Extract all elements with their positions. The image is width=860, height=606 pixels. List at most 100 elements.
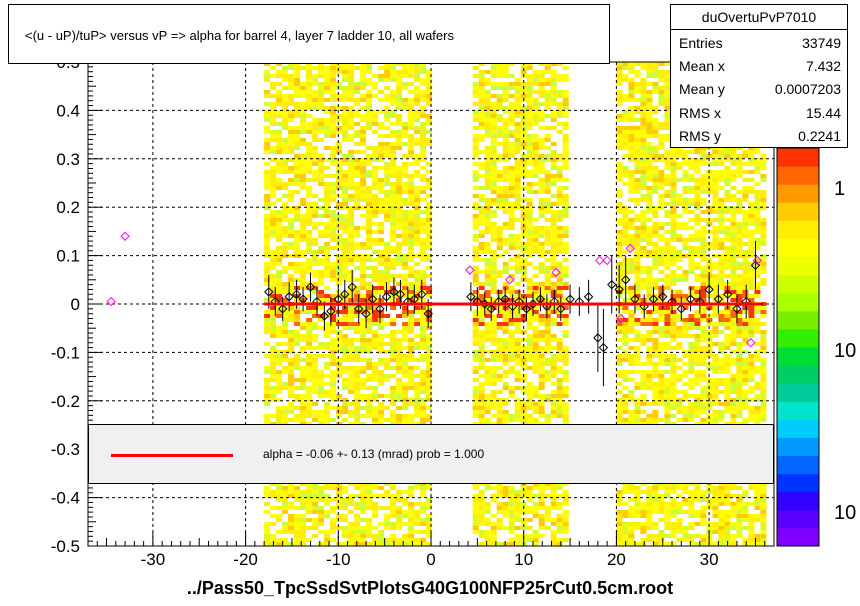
density-cell	[414, 322, 421, 326]
density-cell	[532, 310, 539, 314]
density-cell	[384, 290, 391, 294]
density-cell	[348, 382, 355, 386]
density-cell	[324, 270, 331, 274]
density-cell	[670, 254, 677, 258]
density-cell	[348, 122, 355, 126]
density-cell	[478, 186, 485, 190]
density-cell	[490, 298, 497, 302]
density-cell	[556, 218, 563, 222]
density-cell	[366, 70, 373, 74]
density-cell	[282, 242, 289, 246]
density-cell	[360, 342, 367, 346]
density-cell	[478, 110, 485, 114]
density-cell	[282, 66, 289, 70]
density-cell	[312, 510, 319, 514]
density-cell	[622, 250, 629, 254]
density-cell	[526, 78, 533, 82]
density-cell	[276, 378, 283, 382]
density-cell	[484, 266, 491, 270]
density-cell	[342, 246, 349, 250]
density-cell	[664, 282, 671, 286]
density-cell	[526, 146, 533, 150]
density-cell	[544, 206, 551, 210]
density-cell	[408, 266, 415, 270]
density-cell	[478, 150, 485, 154]
density-cell	[384, 362, 391, 366]
density-cell	[294, 162, 301, 166]
density-cell	[742, 186, 749, 190]
density-cell	[544, 218, 551, 222]
density-cell	[318, 382, 325, 386]
density-cell	[426, 514, 433, 518]
density-cell	[646, 146, 653, 150]
density-cell	[330, 122, 337, 126]
density-cell	[640, 186, 647, 190]
density-cell	[658, 194, 665, 198]
density-cell	[396, 242, 403, 246]
density-cell	[490, 198, 497, 202]
density-cell	[502, 342, 509, 346]
density-cell	[402, 310, 409, 314]
density-cell	[414, 118, 421, 122]
density-cell	[312, 314, 319, 318]
density-cell	[288, 194, 295, 198]
density-cell	[628, 150, 635, 154]
density-cell	[640, 178, 647, 182]
density-cell	[562, 350, 569, 354]
density-cell	[502, 382, 509, 386]
density-cell	[694, 178, 701, 182]
density-cell	[282, 202, 289, 206]
density-cell	[378, 206, 385, 210]
density-cell	[724, 266, 731, 270]
density-cell	[496, 178, 503, 182]
density-cell	[342, 338, 349, 342]
density-cell	[514, 310, 521, 314]
density-cell	[384, 322, 391, 326]
density-cell	[336, 166, 343, 170]
density-cell	[420, 518, 427, 522]
density-cell	[312, 526, 319, 530]
density-cell	[420, 82, 427, 86]
density-cell	[658, 226, 665, 230]
density-cell	[342, 262, 349, 266]
density-cell	[640, 134, 647, 138]
density-cell	[306, 250, 313, 254]
density-cell	[520, 142, 527, 146]
density-cell	[426, 482, 433, 486]
density-cell	[360, 270, 367, 274]
density-cell	[282, 314, 289, 318]
density-cell	[700, 198, 707, 202]
density-cell	[348, 218, 355, 222]
density-cell	[562, 230, 569, 234]
density-cell	[484, 358, 491, 362]
density-cell	[718, 198, 725, 202]
density-cell	[282, 210, 289, 214]
density-cell	[318, 306, 325, 310]
density-cell	[634, 238, 641, 242]
density-cell	[532, 506, 539, 510]
density-cell	[664, 158, 671, 162]
density-cell	[748, 214, 755, 218]
density-cell	[282, 234, 289, 238]
density-cell	[484, 186, 491, 190]
density-cell	[532, 78, 539, 82]
density-cell	[532, 158, 539, 162]
density-cell	[532, 134, 539, 138]
density-cell	[508, 334, 515, 338]
density-cell	[544, 358, 551, 362]
density-cell	[414, 94, 421, 98]
density-cell	[426, 358, 433, 362]
density-cell	[348, 62, 355, 66]
density-cell	[562, 282, 569, 286]
density-cell	[670, 182, 677, 186]
density-cell	[276, 94, 283, 98]
density-cell	[402, 62, 409, 66]
density-cell	[532, 146, 539, 150]
density-cell	[390, 150, 397, 154]
density-cell	[342, 406, 349, 410]
density-cell	[748, 234, 755, 238]
density-cell	[360, 334, 367, 338]
density-cell	[496, 154, 503, 158]
density-cell	[478, 230, 485, 234]
density-cell	[538, 74, 545, 78]
